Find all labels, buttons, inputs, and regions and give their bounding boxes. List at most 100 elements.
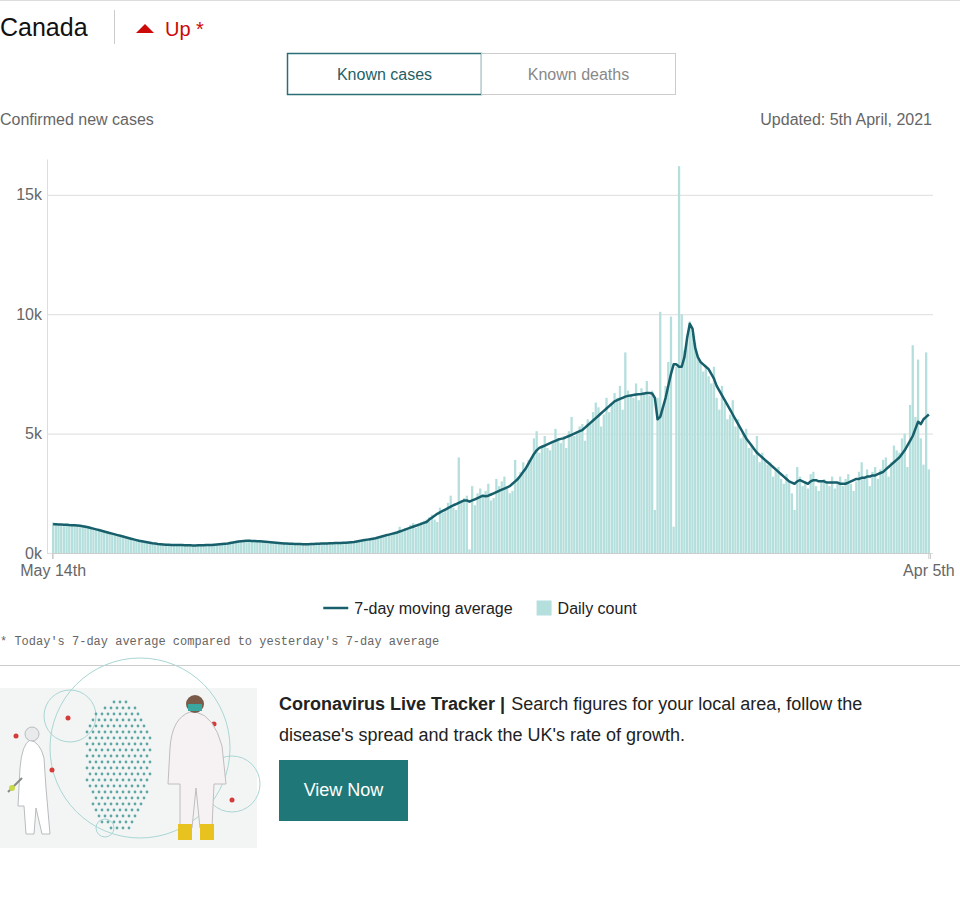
- illustration-dot: [89, 737, 92, 740]
- legend-item: Daily count: [537, 600, 638, 617]
- bar: [125, 537, 127, 553]
- illustration-dot: [116, 827, 119, 830]
- tab-label[interactable]: Known cases: [337, 66, 432, 83]
- illustration-figure: [18, 740, 50, 834]
- bar: [431, 515, 433, 553]
- bar: [646, 381, 648, 553]
- bar: [197, 546, 199, 553]
- illustration-dot: [86, 743, 89, 746]
- bar: [401, 532, 403, 553]
- bar: [858, 472, 860, 553]
- illustration-dot: [110, 743, 113, 746]
- bar: [415, 528, 417, 553]
- illustration-dot: [107, 809, 110, 812]
- bar: [439, 508, 441, 553]
- grid-line: [47, 195, 933, 196]
- illustration-dot: [98, 791, 101, 794]
- illustration-dot: [92, 767, 95, 770]
- tab-box[interactable]: [482, 54, 676, 95]
- bar: [546, 448, 548, 553]
- illustration-dot: [140, 755, 143, 758]
- bar: [753, 455, 755, 553]
- bar: [775, 469, 777, 553]
- illustration-dot: [134, 815, 137, 818]
- bar: [627, 391, 629, 553]
- bar: [595, 403, 597, 553]
- bar: [264, 543, 266, 553]
- bar: [842, 486, 844, 553]
- bar: [801, 486, 803, 553]
- bar: [686, 338, 688, 553]
- illustration-dot: [143, 749, 146, 752]
- illustration-dot: [101, 821, 104, 824]
- bar: [726, 419, 728, 553]
- bar: [538, 453, 540, 553]
- illustration-dot: [125, 809, 128, 812]
- grid-line: [47, 434, 933, 435]
- illustration-bg: [0, 688, 257, 848]
- bar: [286, 543, 288, 553]
- bar: [243, 542, 245, 553]
- illustration-dot: [104, 719, 107, 722]
- illustration-dot: [149, 773, 152, 776]
- illustration-dot: [116, 803, 119, 806]
- tab[interactable]: Known cases: [288, 54, 482, 95]
- illustration-dot: [146, 755, 149, 758]
- illustration-dot: [113, 785, 116, 788]
- illustration-dot: [107, 713, 110, 716]
- illustration-dot: [116, 815, 119, 818]
- illustration-marker: [66, 716, 71, 721]
- bar: [613, 393, 615, 553]
- illustration-dot: [146, 743, 149, 746]
- tab[interactable]: Known deaths: [482, 54, 676, 95]
- bar: [468, 549, 470, 553]
- x-tick: May 14th: [20, 553, 86, 579]
- illustration-dot: [125, 737, 128, 740]
- illustration-dot: [137, 737, 140, 740]
- bar: [396, 533, 398, 553]
- illustration-dot: [140, 767, 143, 770]
- tab-box[interactable]: [288, 54, 482, 95]
- bar: [525, 467, 527, 553]
- illustration-dot: [107, 761, 110, 764]
- illustration-dot: [128, 779, 131, 782]
- bar: [447, 503, 449, 553]
- illustration-dot: [137, 785, 140, 788]
- illustration-dot: [86, 755, 89, 758]
- illustration-dot: [89, 773, 92, 776]
- promo-button[interactable]: View Now: [279, 760, 408, 821]
- bar: [740, 438, 742, 553]
- y-axis: 0k5k10k15k: [16, 160, 47, 562]
- illustration-figure: [186, 695, 204, 713]
- footnote: * Today's 7-day average compared to yest…: [0, 635, 439, 649]
- bar: [358, 541, 360, 553]
- bar: [527, 460, 529, 553]
- bar: [737, 419, 739, 553]
- bar: [839, 477, 841, 553]
- tab-label[interactable]: Known deaths: [528, 66, 629, 83]
- bar: [114, 535, 116, 553]
- bar: [624, 352, 626, 553]
- bar: [877, 479, 879, 553]
- illustration-dot: [119, 701, 122, 704]
- y-tick-label: 10k: [16, 306, 43, 323]
- bar: [73, 524, 75, 553]
- illustration-dot: [140, 719, 143, 722]
- bar: [337, 543, 339, 553]
- bar: [353, 542, 355, 553]
- bar: [253, 541, 255, 553]
- bar: [855, 481, 857, 553]
- bar: [262, 542, 264, 553]
- illustration-dot: [107, 797, 110, 800]
- promo-illustration: [0, 658, 260, 848]
- bar: [818, 491, 820, 553]
- illustration-dot: [125, 749, 128, 752]
- illustration-dot: [101, 725, 104, 728]
- bar: [638, 400, 640, 553]
- bar: [471, 486, 473, 553]
- bar: [111, 534, 113, 553]
- bar: [640, 388, 642, 553]
- illustration-dot: [107, 749, 110, 752]
- illustration-dot: [98, 767, 101, 770]
- bar: [597, 407, 599, 553]
